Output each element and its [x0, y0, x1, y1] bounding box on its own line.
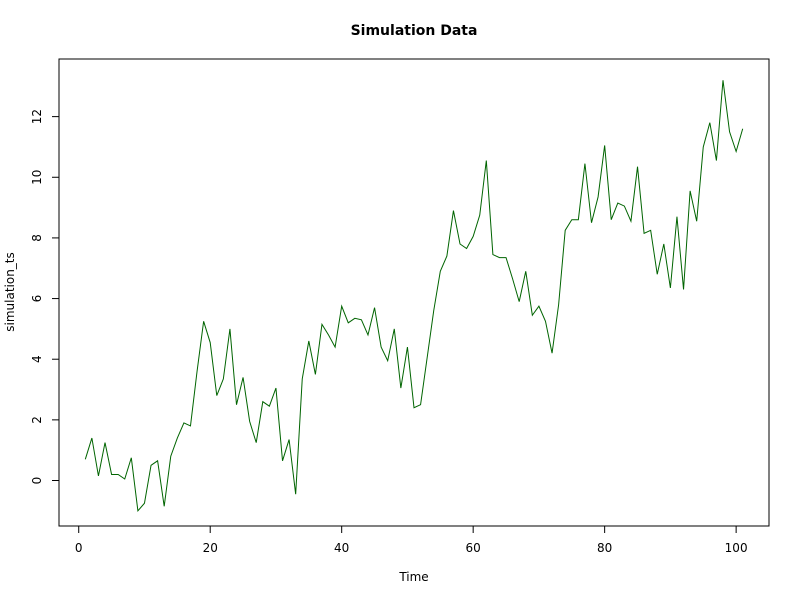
y-axis-label: simulation_ts	[3, 252, 17, 332]
y-tick-label: 2	[30, 416, 44, 424]
x-tick-label: 100	[725, 541, 748, 555]
series-line	[84, 80, 744, 513]
x-tick-label: 40	[334, 541, 349, 555]
y-tick-label: 0	[30, 477, 44, 485]
y-tick-label: 12	[30, 109, 44, 124]
x-axis: 0 20 40 60 80 100	[75, 525, 748, 555]
x-tick-label: 80	[597, 541, 612, 555]
x-tick-label: 60	[466, 541, 481, 555]
y-tick-label: 10	[30, 170, 44, 185]
chart-title: Simulation Data	[351, 23, 478, 39]
x-tick-label: 20	[203, 541, 218, 555]
y-tick-label: 4	[30, 355, 44, 363]
x-tick-label: 0	[75, 541, 83, 555]
x-axis-label: Time	[398, 570, 428, 584]
y-tick-label: 6	[30, 295, 44, 303]
plot-frame	[58, 58, 770, 527]
y-axis: 0 2 4 6 8 10 12	[30, 109, 60, 485]
y-tick-label: 8	[30, 234, 44, 242]
